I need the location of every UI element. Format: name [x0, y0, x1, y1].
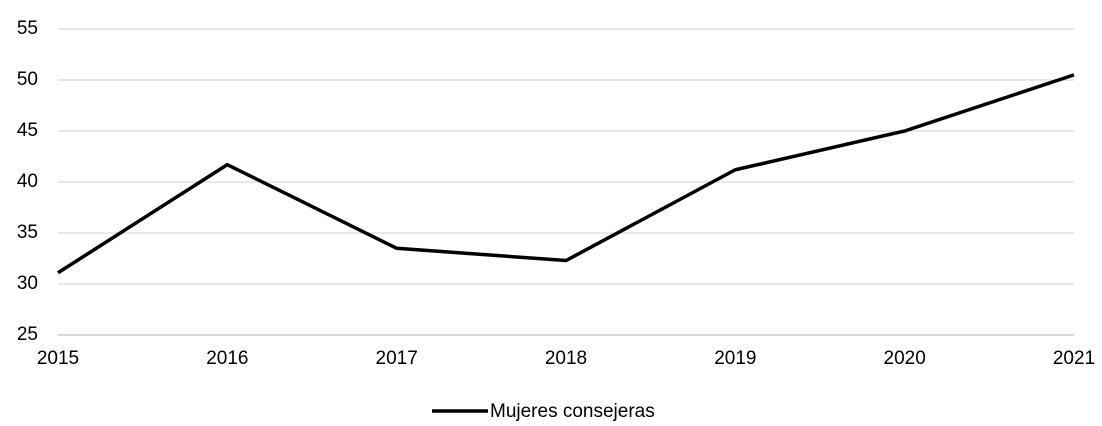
x-tick-label: 2019: [714, 348, 756, 369]
y-tick-label: 30: [17, 273, 38, 294]
x-tick-label: 2016: [206, 348, 248, 369]
x-tick-label: 2018: [545, 348, 587, 369]
y-tick-label: 25: [17, 324, 38, 345]
legend-label: Mujeres consejeras: [490, 401, 655, 422]
x-tick-label: 2017: [376, 348, 418, 369]
x-tick-label: 2015: [37, 348, 79, 369]
line: [57, 73, 1075, 275]
x-tick-label: 2021: [1053, 348, 1095, 369]
y-tick-label: 55: [17, 18, 38, 39]
y-tick-label: 35: [17, 222, 38, 243]
x-tick-label: 2020: [884, 348, 926, 369]
y-tick-label: 45: [17, 120, 38, 141]
y-tick-label: 50: [17, 69, 38, 90]
y-tick-label: 40: [17, 171, 38, 192]
